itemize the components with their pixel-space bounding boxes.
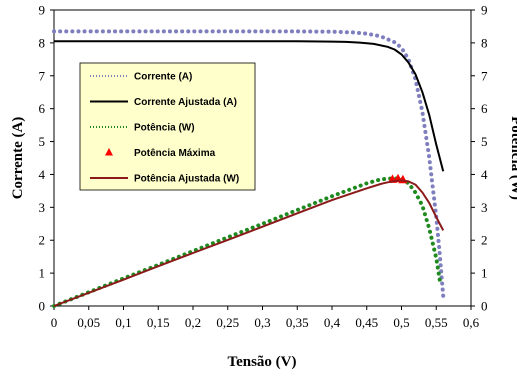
y-tick-label: 9 [39,3,46,18]
y2-tick-label: 8 [481,35,488,50]
y2-tick-label: 7 [481,68,488,83]
series-corrente [52,29,446,299]
y2-axis-title: Potência (W) [508,116,517,200]
x-tick-label: 0,55 [425,315,448,330]
legend-box [79,62,256,191]
x-tick-label: 0,5 [393,315,409,330]
x-tick-label: 0 [51,315,58,330]
y-tick-label: 4 [39,167,46,182]
y-tick-label: 3 [39,200,46,215]
y2-tick-label: 0 [481,299,488,314]
y-axis-ticks: 0 1 2 3 4 5 6 7 8 9 [39,3,54,314]
x-tick-label: 0,15 [147,315,170,330]
series-corrente-ajustada [54,40,445,172]
y-tick-label: 5 [39,134,46,149]
legend-label: Potência Máxima [134,148,216,159]
series-layer [52,29,446,308]
x-tick-label: 0,05 [77,315,100,330]
y2-tick-label: 2 [481,233,488,248]
x-axis-ticks: 0 0,05 0,1 0,15 0,2 0,25 0,3 0,35 0,4 0,45 0,5 0,55… [51,306,480,330]
y-axis-title: Corrente (A) [10,117,26,200]
y2-tick-label: 1 [481,266,488,281]
y-tick-label: 1 [39,266,46,281]
legend-label: Corrente Ajustada (A) [134,97,237,108]
legend-swatch [105,148,113,156]
x-axis-title: Tensão (V) [227,354,296,370]
legend-label: Potência Ajustada (W) [134,174,239,185]
y-tick-label: 8 [39,35,46,50]
legend: Corrente (A) Corrente Ajustada (A) Potênci… [79,62,256,191]
y2-tick-label: 6 [481,101,488,116]
y2-tick-label: 4 [481,167,488,182]
x-tick-label: 0,25 [216,315,239,330]
x-tick-label: 0,3 [254,315,270,330]
x-tick-label: 0,45 [355,315,378,330]
y2-axis-ticks: 0 1 2 3 4 5 6 7 8 9 [471,3,488,314]
y2-tick-label: 5 [481,134,488,149]
x-tick-label: 0,2 [185,315,201,330]
y-tick-label: 2 [39,233,46,248]
legend-items: Corrente (A) Corrente Ajustada (A) Potênci… [90,72,239,185]
y-tick-label: 6 [39,101,46,116]
series-potencia-ajustada [53,179,445,307]
series-potencia [52,176,442,308]
x-tick-label: 0,6 [463,315,480,330]
y2-tick-label: 3 [481,200,488,215]
x-tick-label: 0,35 [286,315,309,330]
legend-label: Potência (W) [134,123,195,134]
legend-label: Corrente (A) [134,72,192,83]
x-tick-label: 0,4 [324,315,341,330]
x-tick-label: 0,1 [115,315,131,330]
y2-tick-label: 9 [481,3,488,18]
y-tick-label: 0 [39,299,46,314]
y-tick-label: 7 [39,68,46,83]
